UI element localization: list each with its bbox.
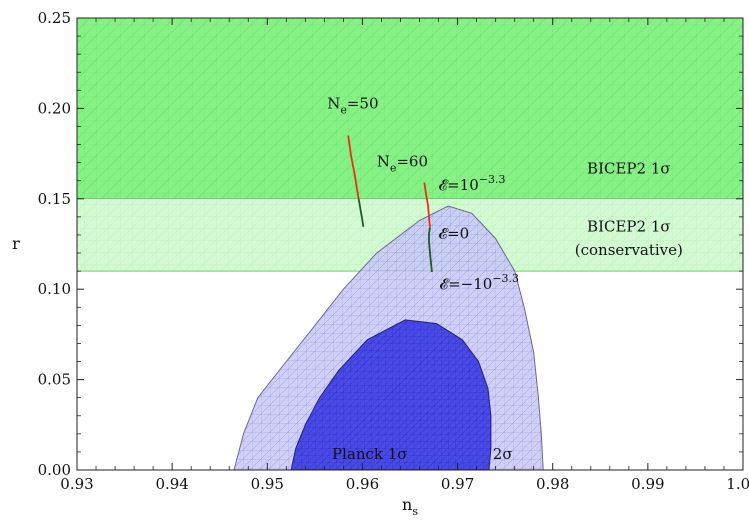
x-tick-label: 0.96 [346, 475, 379, 493]
curve-n-e-60-segment-1 [423, 182, 431, 228]
annotation-planck: Planck 1σ [332, 445, 408, 463]
x-axis-title-sub: s [412, 505, 418, 518]
annotation-ne60-base: N [377, 152, 390, 170]
curves-layer [347, 135, 433, 273]
annotation-eps-zero: 𝓔=0 [439, 225, 470, 243]
annotation-ne60-rest: =60 [396, 152, 428, 170]
region-label-bicep2-conservative-line1: BICEP2 1σ [587, 217, 671, 235]
plot-frame [76, 17, 744, 471]
annotation-eps-minus-sup: −3.3 [492, 272, 519, 285]
annotation-ne60: Ne=60 [377, 152, 428, 174]
region-bicep2-1-mesh [77, 18, 743, 199]
y-tick-label: 0.25 [38, 9, 71, 27]
contour-planck-1-mesh [290, 319, 492, 471]
curve-n-e-50-segment-0 [357, 198, 365, 227]
annotation-eps-minus: 𝓔=−10−3.3 [440, 272, 520, 293]
y-tick-label: 0.05 [38, 371, 71, 389]
annotation-two-sigma: 2σ [493, 445, 513, 463]
y-tick-label: 0.00 [38, 461, 71, 479]
y-tick-label: 0.15 [38, 190, 71, 208]
x-tick-label: 0.99 [631, 475, 664, 493]
y-axis-title: r [12, 234, 20, 253]
annotation-ne50-sub: e [340, 103, 347, 116]
x-axis-title-base: n [402, 495, 412, 514]
axes-frame [76, 17, 744, 471]
annotation-eps-plus: 𝓔=10−3.3 [439, 173, 506, 194]
annotation-ne50-rest: =50 [347, 94, 379, 112]
x-axis-title: ns [402, 495, 418, 518]
y-tick-label: 0.10 [38, 280, 71, 298]
x-axis-ticks: 0.93 0.94 0.95 0.96 0.97 0.98 0.99 1.00 [60, 18, 749, 493]
annotations-layer: Ne=50 Ne=60 𝓔=10−3.3 𝓔=0 𝓔=−10−3.3 Planc… [327, 94, 683, 463]
annotation-eps-plus-sup: −3.3 [479, 173, 506, 186]
y-axis-ticks: 0.00 0.05 0.10 0.15 0.20 0.25 [38, 9, 743, 479]
x-tick-label: 0.97 [441, 475, 474, 493]
annotation-ne50: Ne=50 [327, 94, 378, 116]
annotation-ne50-base: N [327, 94, 340, 112]
curve-n-e-60-segment-0 [428, 227, 433, 273]
x-tick-label: 0.94 [155, 475, 188, 493]
regions-layer [77, 18, 743, 272]
annotation-eps-minus-base: 𝓔=−10 [440, 275, 493, 293]
x-tick-label: 0.98 [536, 475, 569, 493]
contours-layer [233, 205, 544, 471]
annotation-ne60-sub: e [390, 161, 397, 174]
region-label-bicep2: BICEP2 1σ [587, 159, 671, 177]
y-tick-label: 0.20 [38, 99, 71, 117]
x-tick-label: 0.93 [60, 475, 93, 493]
x-tick-label: 0.95 [251, 475, 284, 493]
annotation-eps-plus-base: 𝓔=10 [439, 176, 479, 194]
curve-n-e-50-segment-1 [347, 135, 360, 199]
region-label-bicep2-conservative-line2: (conservative) [575, 241, 683, 259]
x-tick-label: 1.00 [726, 475, 749, 493]
